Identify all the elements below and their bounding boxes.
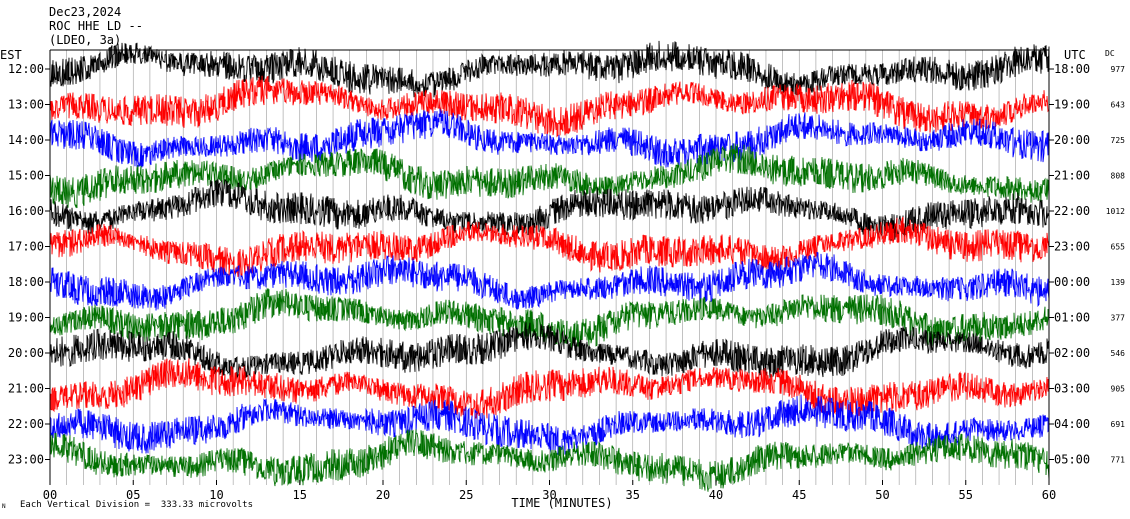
- utc-hour-label: 20:00: [1054, 133, 1090, 147]
- x-axis-title: TIME (MINUTES): [511, 496, 612, 510]
- est-hour-label: 17:00: [8, 240, 44, 254]
- utc-hour-label: 23:00: [1054, 240, 1090, 254]
- trace-green: [49, 288, 1050, 351]
- trace-black: [49, 179, 1050, 241]
- dc-offset-value: 1012: [1106, 207, 1125, 216]
- dc-offset-value: 643: [1111, 101, 1126, 110]
- dc-offset-value: 725: [1111, 136, 1126, 145]
- dc-offset-value: 771: [1111, 456, 1126, 465]
- trace-red: [49, 216, 1050, 277]
- x-tick-label: 30: [542, 488, 556, 502]
- trace-blue: [49, 251, 1050, 311]
- utc-hour-label: 02:00: [1054, 346, 1090, 360]
- scale-note: Each Vertical Division = 333.33 microvol…: [20, 500, 253, 510]
- est-hour-label: 18:00: [8, 275, 44, 289]
- est-hour-label: 14:00: [8, 133, 44, 147]
- dc-offset-value: 546: [1111, 349, 1126, 358]
- dc-offset-value: 691: [1111, 420, 1126, 429]
- est-hour-label: 21:00: [8, 382, 44, 396]
- north-mark: N: [2, 503, 6, 510]
- utc-hour-label: 01:00: [1054, 311, 1090, 325]
- network-label: (LDEO, 3a): [49, 33, 122, 47]
- left-axis-unit: EST: [0, 48, 22, 62]
- x-tick-label: 60: [1042, 488, 1056, 502]
- est-hour-label: 22:00: [8, 417, 44, 431]
- x-tick-label: 00: [43, 488, 57, 502]
- est-hour-label: 12:00: [8, 62, 44, 76]
- dc-offset-value: 808: [1111, 172, 1126, 181]
- est-hour-label: 15:00: [8, 169, 44, 183]
- dc-offset-value: 377: [1111, 314, 1126, 323]
- x-tick-label: 50: [875, 488, 889, 502]
- right-axis-unit: UTC: [1064, 48, 1086, 62]
- est-hour-label: 16:00: [8, 204, 44, 218]
- trace-red: [49, 358, 1050, 420]
- est-hour-label: 23:00: [8, 453, 44, 467]
- utc-hour-label: 19:00: [1054, 98, 1090, 112]
- dc-header: DC: [1105, 49, 1115, 58]
- trace-black: [49, 40, 1050, 98]
- x-tick-label: 20: [376, 488, 390, 502]
- plot-frame: [45, 49, 1054, 485]
- est-hour-label: 20:00: [8, 346, 44, 360]
- trace-blue: [49, 108, 1050, 168]
- utc-hour-label: 04:00: [1054, 417, 1090, 431]
- axis-labels: 12:00 18:00 977 13:00 19:00 643 14:00 20:00 725 1…: [8, 62, 1125, 510]
- trace-green: [49, 143, 1050, 209]
- x-tick-label: 40: [709, 488, 723, 502]
- record-date: Dec23,2024: [49, 5, 122, 19]
- utc-hour-label: 21:00: [1054, 169, 1090, 183]
- trace-black: [49, 322, 1050, 380]
- utc-hour-label: 00:00: [1054, 275, 1090, 289]
- dc-offset-value: 655: [1111, 243, 1126, 252]
- utc-hour-label: 18:00: [1054, 62, 1090, 76]
- x-tick-label: 15: [293, 488, 307, 502]
- utc-hour-label: 05:00: [1054, 453, 1090, 467]
- x-tick-label: 55: [959, 488, 973, 502]
- x-tick-label: 35: [626, 488, 640, 502]
- trace-red: [49, 75, 1050, 138]
- station-channel: ROC HHE LD --: [49, 19, 143, 33]
- trace-blue: [49, 394, 1050, 455]
- seismic-traces: [49, 40, 1050, 492]
- x-tick-label: 45: [792, 488, 806, 502]
- dc-offset-value: 977: [1111, 65, 1126, 74]
- dc-offset-value: 905: [1111, 385, 1126, 394]
- x-tick-label: 10: [209, 488, 223, 502]
- utc-hour-label: 22:00: [1054, 204, 1090, 218]
- est-hour-label: 13:00: [8, 98, 44, 112]
- trace-green: [49, 429, 1050, 492]
- utc-hour-label: 03:00: [1054, 382, 1090, 396]
- est-hour-label: 19:00: [8, 311, 44, 325]
- x-tick-label: 05: [126, 488, 140, 502]
- x-tick-label: 25: [459, 488, 473, 502]
- dc-offset-value: 139: [1111, 278, 1126, 287]
